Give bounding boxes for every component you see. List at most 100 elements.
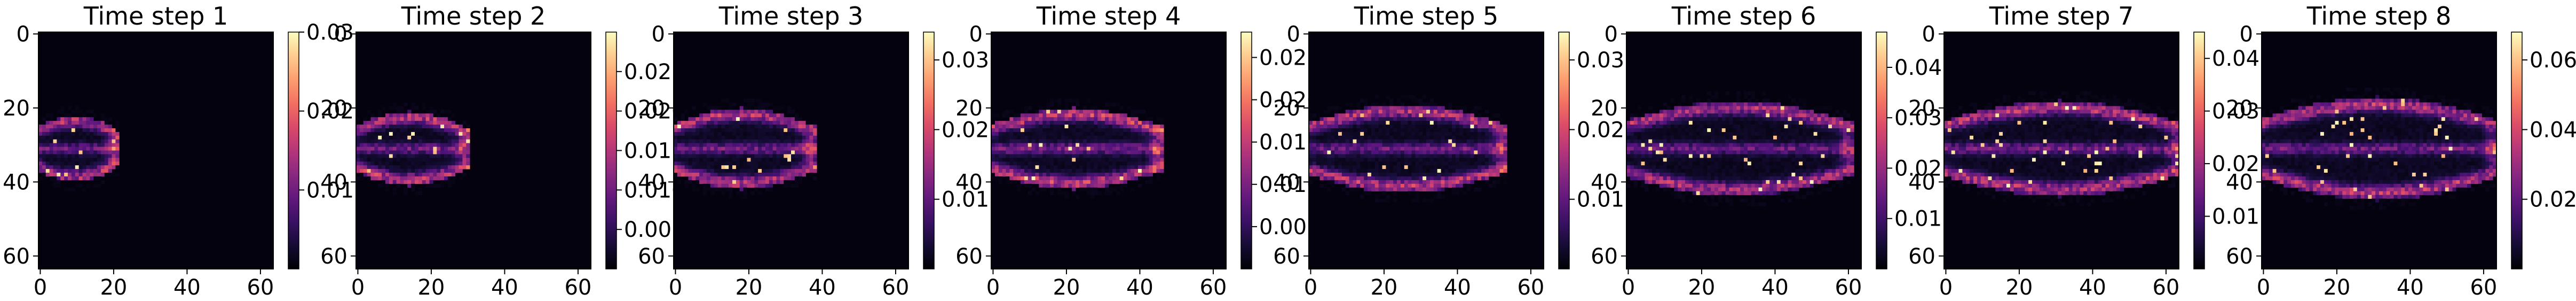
heatmap-cell [998,146,1003,151]
heatmap-cell [802,128,806,133]
heatmap-cell [1419,132,1423,136]
heatmap-cell [1769,135,1774,140]
heatmap-cell [769,154,773,158]
heatmap-cell [1466,143,1471,147]
heatmap-cell [1378,121,1382,125]
heatmap-cell [1499,132,1504,136]
heatmap-cell [1397,173,1401,177]
heatmap-cell [1703,150,1708,155]
heatmap-cell [684,150,689,155]
heatmap-cell [772,125,777,129]
heatmap-cell [433,150,437,155]
heatmap-cell [1408,191,1412,195]
heatmap-cell [71,143,76,147]
heatmap-cell [1086,121,1091,125]
heatmap-cell [60,154,65,158]
heatmap-cell [38,176,43,181]
heatmap-cell [1349,125,1353,129]
heatmap-cell [1006,113,1010,118]
heatmap-cell [1415,139,1419,144]
heatmap-cell [1452,187,1456,192]
heatmap-cell [392,121,397,125]
heatmap-cell [1766,132,1770,136]
heatmap-cell [466,143,470,147]
heatmap-cell [1349,183,1353,188]
heatmap-cell [794,132,799,136]
heatmap-cell [49,139,53,144]
heatmap-cell [721,154,725,158]
heatmap-cell [1050,146,1054,151]
heatmap-cell [1013,113,1017,118]
heatmap-cell [1364,98,1368,103]
heatmap-cell [762,150,766,155]
heatmap-cell [90,154,94,158]
heatmap-cell [1086,183,1091,188]
heatmap-cell [1017,158,1021,162]
heatmap-cell [1839,121,1844,125]
heatmap-cell [692,161,696,166]
heatmap-cell [71,125,76,129]
heatmap-cell [1762,143,1766,147]
heatmap-cell [717,106,722,110]
heatmap-cell [1441,135,1445,140]
heatmap-cell [1327,128,1331,133]
heatmap-cell [1641,121,1645,125]
heatmap-cell [1751,143,1756,147]
heatmap-cell [444,165,448,169]
heatmap-cell [1714,150,1719,155]
heatmap-cell [90,176,94,181]
heatmap-cell [1312,169,1317,173]
heatmap-cell [794,150,799,155]
heatmap-cell [378,125,382,129]
heatmap-cell [765,128,770,133]
heatmap-cell [53,150,57,155]
heatmap-cell [1456,154,1460,158]
heatmap-cell [440,154,445,158]
heatmap-cell [1374,110,1379,114]
heatmap-cell [1094,161,1098,166]
heatmap-cell [787,158,792,162]
heatmap-cell [1656,154,1660,158]
heatmap-cell [1470,165,1474,169]
heatmap-cell [1378,169,1382,173]
heatmap-cell [1156,154,1160,158]
heatmap-cell [1714,125,1719,129]
heatmap-cell [706,169,711,173]
heatmap-cell [404,102,408,106]
heatmap-cell [392,158,397,162]
heatmap-cell [809,128,813,133]
heatmap-cell [1725,143,1729,147]
heatmap-cell [1101,139,1105,144]
heatmap-cell [1429,187,1434,192]
heatmap-cell [750,135,755,140]
heatmap-cell [1441,146,1445,151]
heatmap-cell [798,161,803,166]
heatmap-cell [1079,117,1084,121]
heatmap-cell [444,128,448,133]
heatmap-cell [363,117,368,121]
heatmap-cell [1485,173,1489,177]
heatmap-cell [710,154,715,158]
heatmap-cell [1437,113,1441,118]
heatmap-cell [1703,135,1708,140]
heatmap-cell [1688,154,1693,158]
heatmap-cell [1485,143,1489,147]
heatmap-cell [1134,132,1139,136]
heatmap-cell [1338,132,1342,136]
heatmap-cell [1053,125,1058,129]
heatmap-cell [1145,121,1150,125]
heatmap-cell [1057,98,1062,103]
heatmap-cell [1400,150,1405,155]
heatmap-cell [1039,173,1043,177]
heatmap-cell [688,146,692,151]
heatmap-cell [1415,146,1419,151]
heatmap-cell [64,121,68,125]
heatmap-cell [411,180,415,184]
heatmap-cell [57,132,61,136]
heatmap-cell [100,150,105,155]
heatmap-cell [466,125,470,129]
heatmap-cell [1656,139,1660,144]
heatmap-cell [1101,135,1105,140]
heatmap-cell [780,161,784,166]
heatmap-cell [422,154,426,158]
